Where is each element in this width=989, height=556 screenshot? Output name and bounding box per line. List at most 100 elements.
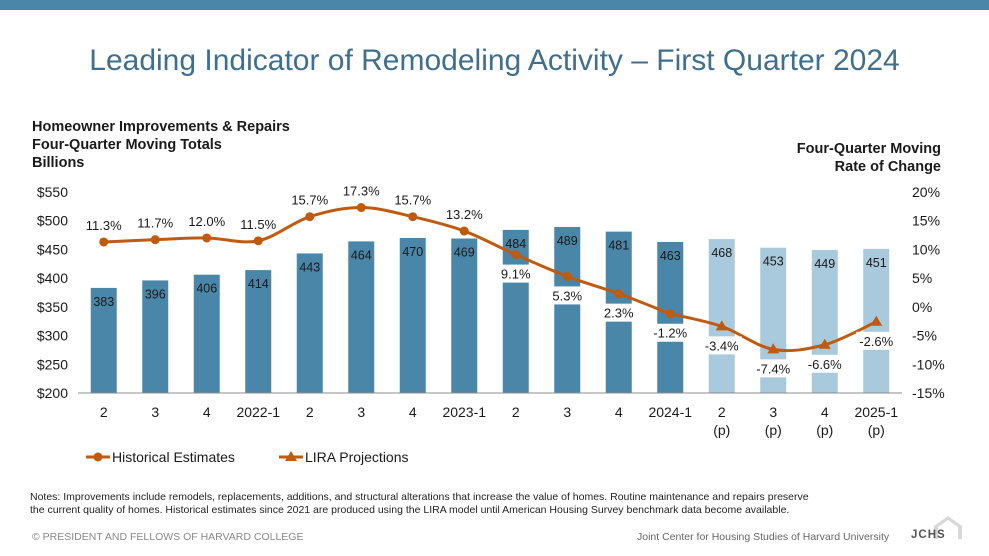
projection-point [715, 320, 728, 331]
legend-projection-marker [285, 451, 297, 461]
bar [348, 241, 375, 393]
pct-label: 15.7% [291, 193, 328, 208]
pct-label: -3.4% [705, 338, 739, 353]
left-tick-label: $300 [37, 328, 68, 344]
x-tick-label: 4 [615, 404, 623, 420]
x-tick-label: (p) [713, 422, 730, 438]
bar-value-label: 470 [402, 245, 423, 259]
notes: Notes: Improvements include remodels, re… [30, 491, 930, 517]
bar-value-label: 414 [248, 277, 269, 291]
projection-point [767, 343, 780, 354]
pct-label: 9.1% [501, 267, 531, 282]
x-tick-label: (p) [868, 422, 885, 438]
top-accent-bar [0, 0, 989, 10]
pct-label: 17.3% [343, 184, 380, 199]
bar-value-label: 383 [93, 295, 114, 309]
right-axis-title: Four-Quarter Moving Rate of Change [797, 140, 941, 176]
bar-value-label: 453 [763, 255, 784, 269]
left-axis-title-line-2: Four-Quarter Moving Totals [32, 137, 222, 153]
bar-value-label: 449 [814, 257, 835, 271]
x-tick-label: 2022-1 [236, 404, 280, 420]
x-tick-label: (p) [816, 422, 833, 438]
legend-historical-label: Historical Estimates [112, 449, 235, 465]
x-tick-label: 2023-1 [442, 404, 486, 420]
bar-value-label: 484 [505, 237, 526, 251]
right-tick-label: -5% [912, 328, 937, 344]
notes-line-1: Notes: Improvements include remodels, re… [30, 491, 809, 503]
pct-label-bg [701, 336, 742, 355]
x-tick-label: 3 [563, 404, 571, 420]
left-tick-label: $200 [37, 385, 68, 401]
historical-point [202, 233, 212, 243]
left-axis-title: Homeowner Improvements & Repairs Four-Qu… [32, 118, 290, 172]
pct-label-bg [753, 359, 794, 378]
bar [554, 227, 581, 393]
remodeling-chart: $200 $250 $300 $350 $400 $450 $500 $550 -15% -10%… [37, 184, 945, 465]
x-tick-label: 3 [769, 404, 777, 420]
legend-projection-label: LIRA Projections [305, 449, 409, 465]
right-tick-label: 10% [912, 241, 940, 257]
bar-value-label: 464 [351, 248, 372, 262]
x-tick-label: 2 [306, 404, 314, 420]
x-tick-label: 4 [409, 404, 417, 420]
pct-label-bg [856, 331, 897, 350]
projection-point [870, 315, 883, 326]
historical-point [150, 235, 160, 245]
bar [708, 239, 735, 393]
historical-point [408, 212, 418, 222]
left-tick-label: $450 [37, 241, 68, 257]
right-tick-label: 5% [912, 270, 932, 286]
pct-label-bg [598, 303, 639, 322]
right-tick-label: -10% [912, 356, 945, 372]
pct-label: 2.3% [604, 306, 634, 321]
right-tick-label: 20% [912, 184, 940, 200]
pct-label: -7.4% [756, 361, 790, 376]
bar-value-label: 406 [196, 282, 217, 296]
pct-label: 15.7% [394, 193, 431, 208]
x-tick-label: (p) [765, 422, 782, 438]
left-tick-label: $500 [37, 213, 68, 229]
left-axis-title-line-3: Billions [32, 155, 85, 171]
x-tick-label: 2 [512, 404, 520, 420]
jchs-logo-text: JCHS [911, 529, 946, 541]
left-tick-label: $250 [37, 356, 68, 372]
bar-value-label: 481 [608, 239, 629, 253]
pct-label-bg [495, 264, 536, 283]
historical-point [356, 203, 366, 213]
pct-label: 11.7% [137, 216, 173, 231]
projection-point [818, 338, 831, 349]
bar [193, 274, 220, 393]
x-tick-label: 2025-1 [854, 404, 898, 420]
right-axis-title-line-2: Rate of Change [834, 159, 941, 175]
x-tick-label: 3 [357, 404, 365, 420]
bar-value-label: 451 [866, 256, 887, 270]
x-tick-label: 4 [821, 404, 829, 420]
historical-point [99, 237, 109, 247]
x-tick-label: 2024-1 [648, 404, 692, 420]
pct-label-bg [650, 323, 691, 342]
bar-value-label: 443 [299, 260, 320, 274]
bar [90, 287, 117, 393]
copyright-text: © PRESIDENT AND FELLOWS OF HARVARD COLLE… [32, 531, 304, 543]
historical-point [305, 212, 315, 222]
page-title: Leading Indicator of Remodeling Activity… [89, 44, 900, 77]
pct-label: 11.5% [240, 217, 276, 232]
right-tick-label: 15% [912, 213, 940, 229]
right-axis-title-line-1: Four-Quarter Moving [796, 141, 941, 157]
historical-point [562, 271, 572, 281]
historical-point [614, 289, 624, 299]
left-tick-label: $400 [37, 270, 68, 286]
bar-value-label: 396 [145, 287, 166, 301]
pct-label: 11.3% [86, 218, 122, 233]
historical-point [459, 226, 469, 236]
bar [296, 253, 323, 393]
left-tick-label: $550 [37, 184, 68, 200]
pct-label: -1.2% [653, 326, 687, 341]
x-tick-label: 2 [718, 404, 726, 420]
organization-name: Joint Center for Housing Studies of Harv… [637, 531, 890, 543]
right-tick-label: -15% [912, 385, 945, 401]
notes-line-2: the current quality of homes. Historical… [30, 504, 790, 516]
pct-label-bg [547, 286, 588, 305]
pct-label: 5.3% [552, 288, 582, 303]
bar-value-label: 468 [711, 246, 732, 260]
